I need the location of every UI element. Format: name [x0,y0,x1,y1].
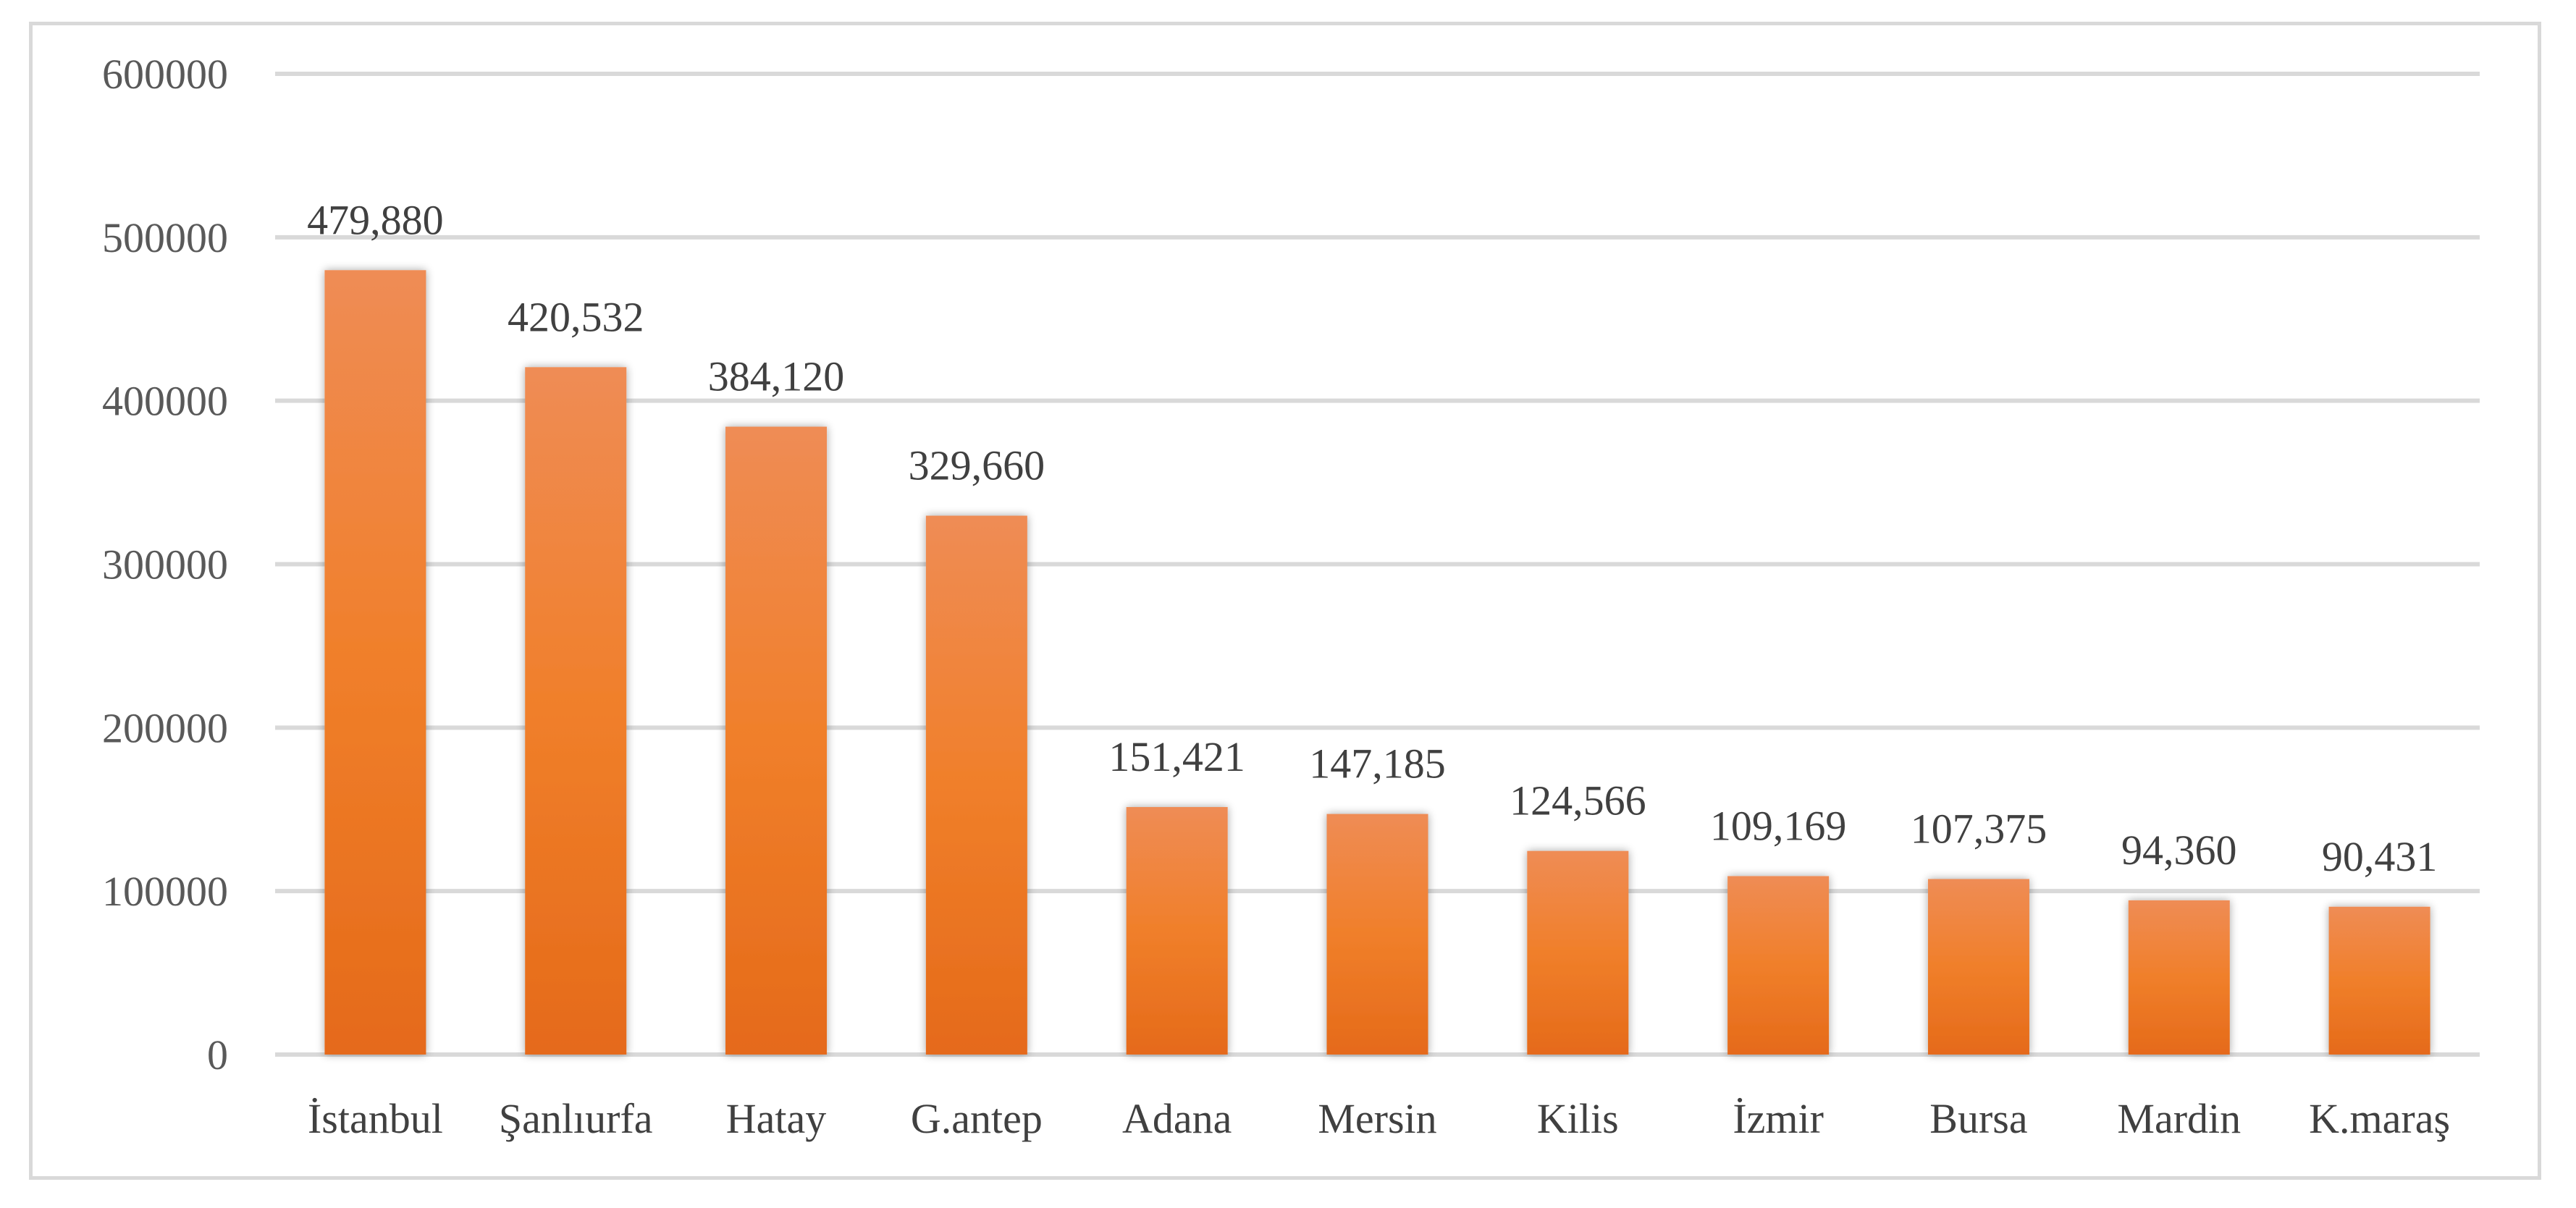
data-label: 384,120 [708,353,845,400]
data-label: 147,185 [1309,740,1446,787]
data-label: 124,566 [1510,777,1646,824]
y-tick-label: 500000 [102,214,228,261]
chart-frame: 0 100000 200000 300000 400000 500000 600000 47… [29,22,2541,1180]
category-label: Şanlıurfa [499,1095,653,1142]
data-label: 94,360 [2121,827,2237,874]
category-label: G.antep [911,1095,1043,1142]
y-tick-label: 600000 [102,51,228,98]
bar [1727,876,1830,1055]
bar [1527,850,1629,1055]
bar [725,426,828,1055]
bar [1326,814,1428,1055]
y-tick-label: 200000 [102,704,228,751]
y-tick-label: 400000 [102,378,228,425]
data-label: 151,421 [1108,733,1245,780]
gridlines [275,72,2480,1057]
bars [324,270,2430,1055]
bar [2128,900,2230,1055]
category-label: İzmir [1733,1095,1824,1142]
y-tick-label: 100000 [102,868,228,915]
bar-chart: 0 100000 200000 300000 400000 500000 600000 47… [102,51,2480,1142]
category-label: Hatay [726,1095,827,1142]
data-label: 109,169 [1710,802,1847,849]
data-labels: 479,880 420,532 384,120 329,660 151,421 147,1… [307,196,2437,880]
x-axis-categories: İstanbul Şanlıurfa Hatay G.antep Adana Mersin… [308,1095,2450,1142]
bar [324,270,426,1055]
bar [925,515,1027,1055]
bar [1126,807,1228,1055]
y-tick-label: 0 [207,1031,228,1078]
category-label: Mardin [2117,1095,2241,1142]
y-tick-label: 300000 [102,541,228,588]
data-label: 420,532 [508,293,644,340]
data-label: 479,880 [307,196,444,243]
category-label: Bursa [1929,1095,2027,1142]
category-label: Mersin [1318,1095,1436,1142]
data-label: 107,375 [1911,806,2047,853]
category-label: İstanbul [308,1095,443,1142]
bar [525,367,627,1055]
category-label: Adana [1122,1095,1232,1142]
category-label: K.maraş [2309,1095,2450,1142]
bar [2328,906,2430,1055]
y-axis-ticks: 0 100000 200000 300000 400000 500000 600000 [102,51,228,1078]
category-label: Kilis [1537,1095,1619,1142]
data-label: 90,431 [2322,833,2438,880]
bar [1927,879,2029,1055]
data-label: 329,660 [909,442,1045,489]
